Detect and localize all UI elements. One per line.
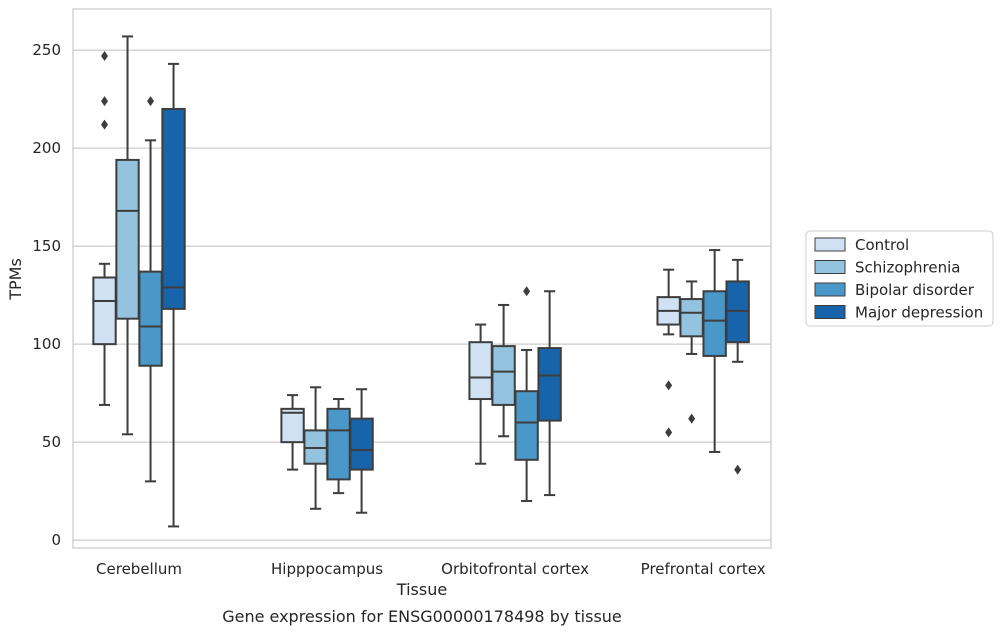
legend-swatch bbox=[814, 305, 846, 319]
box-body bbox=[702, 290, 727, 357]
y-tick-label: 50 bbox=[42, 433, 61, 451]
outlier-point bbox=[101, 119, 109, 130]
box-body bbox=[491, 345, 516, 406]
figure-caption: Gene expression for ENSG00000178498 by t… bbox=[222, 607, 622, 626]
box-1-1 bbox=[303, 386, 328, 510]
outlier-point bbox=[101, 96, 109, 107]
legend-swatch bbox=[814, 237, 846, 252]
box-1-2 bbox=[326, 398, 351, 495]
box-body bbox=[349, 417, 374, 471]
box-1-3 bbox=[349, 388, 374, 514]
box-2-2 bbox=[514, 286, 539, 502]
box-body bbox=[514, 390, 539, 461]
box-body bbox=[468, 341, 493, 401]
legend-label: Schizophrenia bbox=[855, 259, 960, 277]
legend-label: Major depression bbox=[855, 304, 983, 322]
x-tick-label: Prefrontal cortex bbox=[641, 560, 766, 578]
legend-label: Control bbox=[855, 236, 909, 254]
y-tick-labels: 0 50 100 150 200 250 bbox=[32, 41, 61, 549]
outlier-point bbox=[665, 427, 673, 438]
box-2-1 bbox=[491, 303, 516, 438]
x-tick-labels: Cerebellum Hipppocampus Orbitofrontal cort… bbox=[96, 560, 766, 578]
grid-lines bbox=[73, 49, 771, 541]
outlier-point bbox=[523, 286, 531, 297]
legend-item: Bipolar disorder bbox=[814, 281, 975, 299]
box-body bbox=[679, 298, 704, 338]
legend-swatch bbox=[814, 282, 846, 297]
outlier-point bbox=[734, 464, 742, 475]
box-2-3 bbox=[537, 290, 562, 497]
box-3-3 bbox=[725, 258, 750, 475]
y-tick-label: 0 bbox=[51, 531, 61, 549]
box-body bbox=[280, 407, 305, 444]
y-tick-label: 200 bbox=[32, 139, 61, 157]
boxes bbox=[92, 35, 750, 528]
legend-frame bbox=[805, 230, 994, 327]
box-body bbox=[115, 158, 140, 320]
box-0-3 bbox=[161, 62, 186, 528]
x-tick-label: Orbitofrontal cortex bbox=[441, 560, 589, 578]
box-3-1 bbox=[679, 280, 704, 424]
outlier-point bbox=[665, 380, 673, 391]
outlier-point bbox=[101, 51, 109, 62]
legend-item: Schizophrenia bbox=[814, 259, 960, 277]
y-tick-label: 150 bbox=[32, 237, 61, 255]
y-axis-label: TPMs bbox=[6, 258, 25, 301]
x-tick-label: Cerebellum bbox=[96, 560, 182, 578]
box-body bbox=[161, 107, 186, 310]
box-1-0 bbox=[280, 394, 305, 471]
x-axis-label: Tissue bbox=[396, 580, 447, 599]
x-tick-label: Hipppocampus bbox=[271, 560, 383, 578]
box-3-2 bbox=[702, 249, 727, 453]
outlier-point bbox=[688, 413, 696, 424]
box-2-0 bbox=[468, 323, 493, 465]
legend-label: Bipolar disorder bbox=[855, 281, 975, 299]
legend-item: Control bbox=[814, 236, 909, 254]
y-tick-label: 250 bbox=[32, 41, 61, 59]
box-0-0 bbox=[92, 51, 117, 406]
legend-item: Major depression bbox=[814, 304, 983, 322]
box-0-2 bbox=[138, 96, 163, 483]
outlier-point bbox=[147, 96, 155, 107]
box-body bbox=[537, 347, 562, 422]
y-tick-label: 100 bbox=[32, 335, 61, 353]
box-body bbox=[92, 276, 117, 346]
box-0-1 bbox=[115, 35, 140, 436]
plot-area-frame bbox=[72, 8, 772, 549]
legend-swatch bbox=[814, 260, 846, 274]
box-body bbox=[326, 407, 351, 481]
box-3-0 bbox=[656, 268, 681, 438]
box-body bbox=[138, 270, 163, 367]
legend: Control Schizophrenia Bipolar disorder Majo… bbox=[805, 230, 994, 327]
